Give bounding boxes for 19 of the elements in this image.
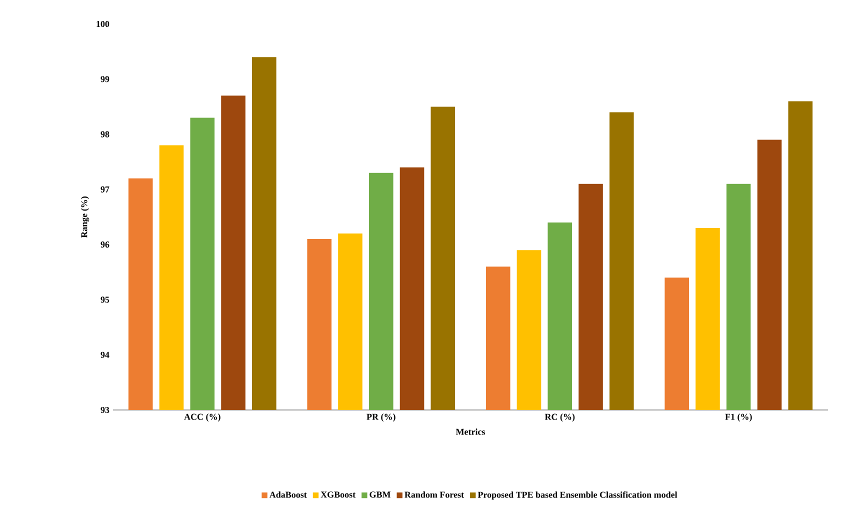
legend-label: XGBoost (320, 492, 356, 498)
x-axis-title: Metrics (456, 428, 486, 435)
y-tick-label: 93 (100, 406, 110, 414)
legend-label: Proposed TPE based Ensemble Classification model (478, 491, 678, 500)
y-axis-title: Range (%) (80, 196, 90, 238)
y-tick-label: 94 (100, 352, 110, 358)
legend-label: Random Forest (404, 491, 464, 498)
y-tick-label: 99 (100, 76, 110, 82)
legend-label: GBM (370, 492, 390, 498)
y-tick-label: 100 (96, 20, 110, 28)
x-tick-label: ACC (%) (184, 414, 220, 422)
x-tick-label: PR (%) (366, 414, 396, 422)
y-tick-label: 97 (100, 186, 110, 192)
y-tick-label: 98 (100, 131, 110, 138)
y-tick-label: 95 (100, 296, 110, 303)
y-tick-label: 96 (100, 242, 110, 248)
x-tick-label: F1 (%) (725, 414, 752, 422)
legend-label: AdaBoost (269, 491, 307, 498)
x-tick-label: RC (%) (544, 414, 575, 422)
